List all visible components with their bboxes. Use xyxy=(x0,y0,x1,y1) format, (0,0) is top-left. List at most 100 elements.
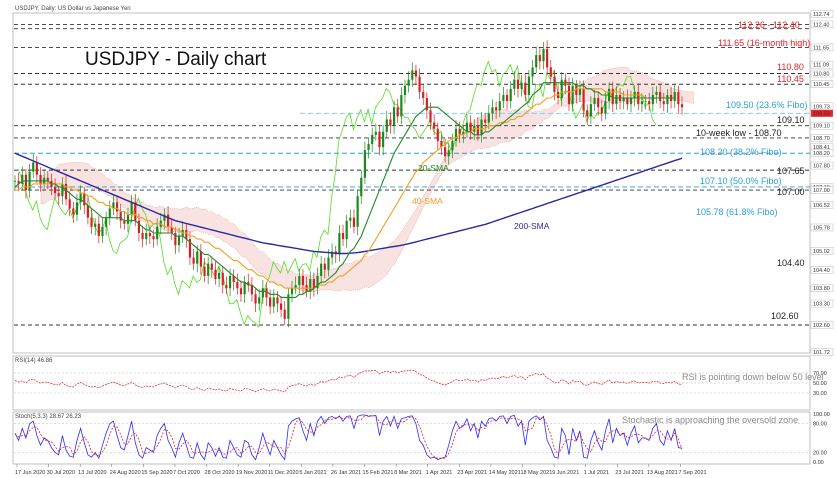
x-tick-label: 13 Aug 2021 xyxy=(647,470,678,476)
stoch-d-line xyxy=(14,415,683,459)
price-tick: 109.73 xyxy=(810,102,834,110)
candle-body xyxy=(170,226,173,233)
x-tick-label: 1 Apr 2021 xyxy=(426,470,453,476)
candle-body xyxy=(72,208,75,215)
price-tick-label: 109.50 xyxy=(813,111,830,117)
chikou-span-layer xyxy=(17,60,657,329)
price-tick: 111.65 xyxy=(810,43,834,52)
price-tick-label: 112.74 xyxy=(813,12,829,18)
price-tick-box xyxy=(810,161,834,170)
stoch-note: Stochastic is approaching the oversold z… xyxy=(622,415,798,425)
candle-body xyxy=(105,217,108,227)
sma40-label: 40-SMA xyxy=(412,196,443,206)
price-tick-label: 110.45 xyxy=(813,82,829,88)
candle-body xyxy=(108,208,111,218)
sma200-line xyxy=(14,152,683,255)
candles-layer xyxy=(13,40,684,328)
candle-body xyxy=(469,122,472,132)
candle-body xyxy=(433,122,436,129)
annotation-109-10: 109.10 xyxy=(777,115,805,125)
candle-body xyxy=(502,94,505,102)
price-tick-box xyxy=(810,80,834,88)
candle-body xyxy=(101,226,104,237)
rsi-note: RSI is pointing down below 50 level xyxy=(682,372,824,382)
chart-title: USDJPY - Daily chart xyxy=(85,49,267,70)
candle-body xyxy=(666,94,669,105)
stoch-k-line xyxy=(14,414,683,461)
price-tick: 105.02 xyxy=(810,247,834,255)
candle-body xyxy=(498,101,501,111)
candle-body xyxy=(662,101,665,105)
candle-body xyxy=(484,119,487,123)
candle-body xyxy=(648,101,651,105)
candle-body xyxy=(575,85,578,95)
candle-body xyxy=(542,48,545,62)
candle-body xyxy=(94,223,97,227)
candle-body xyxy=(520,82,523,89)
candle-body xyxy=(392,107,396,126)
candle-body xyxy=(593,98,596,105)
candle-body xyxy=(495,107,498,111)
candle-body xyxy=(119,211,122,221)
candle-body xyxy=(454,128,458,141)
candle-body xyxy=(451,140,454,151)
candle-body xyxy=(137,220,141,233)
candle-body xyxy=(199,251,202,267)
candle-body xyxy=(560,79,563,99)
price-tick-label: 105.02 xyxy=(813,249,830,255)
annotation-107-65: 107.65 xyxy=(777,166,805,176)
candle-body xyxy=(130,202,133,215)
rsi-tick-label: 50.00 xyxy=(813,381,827,387)
candle-body xyxy=(527,76,531,95)
x-tick-label: 14 May 2021 xyxy=(489,470,521,476)
candle-body xyxy=(443,147,447,157)
candle-body xyxy=(367,144,370,151)
candle-body xyxy=(363,150,366,178)
annotation-61-8-fibo: 105.78 (61.8% Fibo) xyxy=(696,207,778,217)
annotation-16-month-high: 111.65 (16-month high) xyxy=(718,38,810,48)
candle-body xyxy=(177,236,181,246)
candle-body xyxy=(403,85,407,95)
candle-body xyxy=(371,134,374,145)
price-tick-box xyxy=(810,321,834,329)
candle-body xyxy=(491,107,494,114)
axes-layer: 112.74 112.40 111.65 111.09 110.80 110.45 109.… xyxy=(15,10,834,476)
price-tick: 112.74 xyxy=(810,10,834,18)
x-tick-label: 17 Jun 2020 xyxy=(15,470,45,476)
candle-body xyxy=(75,202,79,215)
candle-body xyxy=(17,180,20,184)
candle-body xyxy=(298,275,301,286)
candle-body xyxy=(487,113,490,123)
price-tick-box xyxy=(810,284,834,292)
candle-body xyxy=(192,257,195,264)
price-tick-label: 111.65 xyxy=(813,45,829,51)
candle-body xyxy=(611,88,614,105)
x-tick-label: 19 Nov 2020 xyxy=(236,470,267,476)
candle-body xyxy=(352,217,356,227)
candle-body xyxy=(677,91,680,105)
stochastic-layer xyxy=(14,414,810,461)
sma20-label: 20-SMA xyxy=(418,163,449,173)
rsi-panel-frame xyxy=(12,355,811,411)
candle-body xyxy=(626,98,629,105)
candle-body xyxy=(356,196,359,227)
x-tick-label: 28 Oct 2020 xyxy=(205,470,235,476)
candle-body xyxy=(283,309,286,319)
candle-body xyxy=(134,202,137,221)
candle-body xyxy=(254,294,257,304)
price-tick-box xyxy=(810,43,834,52)
candle-body xyxy=(571,85,574,105)
x-tick-label: 26 Jan 2021 xyxy=(331,470,361,476)
candle-body xyxy=(680,104,684,108)
candle-body xyxy=(247,282,250,286)
price-tick: 108.70 xyxy=(810,134,834,142)
candle-body xyxy=(196,251,199,264)
x-tick-label: 24 Aug 2020 xyxy=(110,470,141,476)
candle-body xyxy=(188,239,192,258)
candle-body xyxy=(83,193,86,206)
stoch-header-label: Stoch(5,3,3) 28.67 26.23 xyxy=(15,414,82,420)
x-tick-label: 9 Jun 2021 xyxy=(552,470,579,476)
candle-body xyxy=(13,180,17,182)
candle-body xyxy=(600,107,603,114)
